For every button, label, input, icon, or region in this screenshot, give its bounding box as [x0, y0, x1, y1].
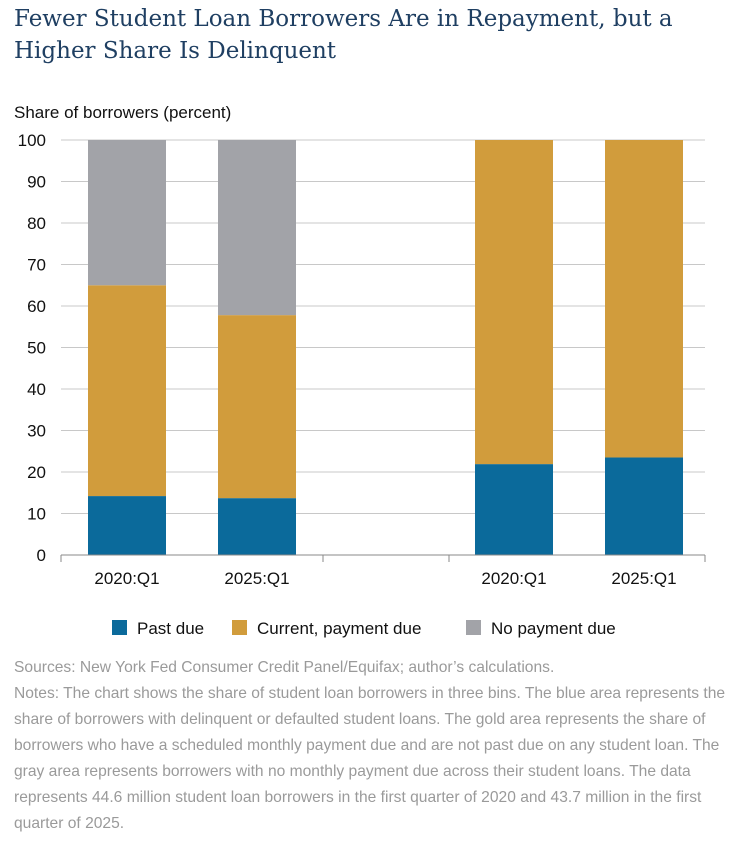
x-axis: 2020:Q1 2025:Q1 2020:Q1 2025:Q1 — [60, 554, 706, 588]
stacked-bar-chart: Share of borrowers (percent) 0 10 20 30 40 50… — [14, 103, 706, 638]
legend-swatch — [112, 620, 127, 635]
y-tick-label: 80 — [27, 214, 46, 233]
y-axis-label: Share of borrowers (percent) — [14, 103, 231, 122]
legend-item: Past due — [112, 619, 204, 638]
legend-label: No payment due — [491, 619, 616, 638]
bar-segment — [475, 464, 553, 555]
x-tick-label: 2020:Q1 — [481, 569, 546, 588]
legend-item: No payment due — [466, 619, 616, 638]
legend-label: Past due — [137, 619, 204, 638]
gridlines — [61, 139, 705, 514]
x-tick-label: 2020:Q1 — [94, 569, 159, 588]
x-tick-label: 2025:Q1 — [224, 569, 289, 588]
bar-segment — [88, 140, 166, 286]
bar-segment — [605, 457, 683, 555]
legend-item: Current, payment due — [232, 619, 421, 638]
legend-label: Current, payment due — [257, 619, 421, 638]
x-tick-label: 2025:Q1 — [611, 569, 676, 588]
bar-segment — [88, 285, 166, 497]
sources-text: Sources: New York Fed Consumer Credit Pa… — [14, 659, 555, 676]
bar-segment — [605, 140, 683, 458]
legend-swatch — [232, 620, 247, 635]
bar-segment — [218, 140, 296, 316]
y-tick-label: 70 — [27, 256, 46, 275]
y-tick-labels: 0 10 20 30 40 50 60 70 80 90 100 — [18, 131, 46, 565]
legend: Past due Current, payment due No payment d… — [112, 619, 616, 638]
y-tick-label: 20 — [27, 463, 46, 482]
legend-swatch — [466, 620, 481, 635]
notes-text: Notes: The chart shows the share of stud… — [14, 685, 726, 832]
y-tick-label: 0 — [37, 546, 46, 565]
bar-segment — [88, 496, 166, 555]
y-tick-label: 50 — [27, 339, 46, 358]
bar-segment — [218, 498, 296, 555]
y-tick-label: 30 — [27, 422, 46, 441]
y-tick-label: 10 — [27, 505, 46, 524]
bar-segment — [218, 315, 296, 499]
y-tick-label: 100 — [18, 131, 46, 150]
y-tick-label: 40 — [27, 380, 46, 399]
y-tick-label: 60 — [27, 297, 46, 316]
chart-title: Fewer Student Loan Borrowers Are in Repa… — [14, 6, 673, 64]
y-tick-label: 90 — [27, 173, 46, 192]
source-notes: Sources: New York Fed Consumer Credit Pa… — [14, 655, 726, 837]
bar-segment — [475, 140, 553, 465]
bars — [88, 140, 683, 555]
